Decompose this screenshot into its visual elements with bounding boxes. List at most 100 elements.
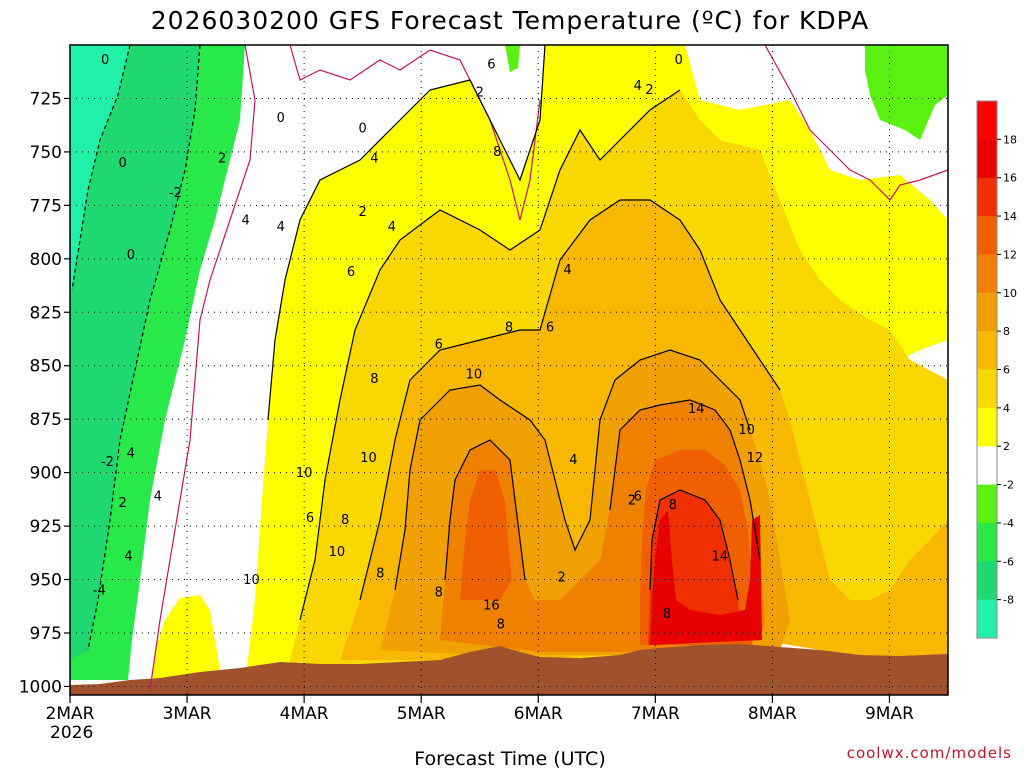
colorbar-label-12: -8	[1003, 594, 1014, 607]
colorbar-label-9: -2	[1003, 479, 1014, 492]
contour-label-22: 8	[370, 372, 378, 387]
contour-label-46: 2	[558, 571, 566, 586]
contour-label-41: 10	[243, 573, 260, 588]
contour-label-20: 0	[675, 53, 683, 68]
contour-line-10	[444, 439, 526, 581]
x-tick-label-2: 4MAR	[280, 704, 329, 724]
contour-label-8: 2	[218, 152, 226, 167]
colorbar-label-5: 8	[1003, 325, 1010, 338]
colorbar-swatch-2	[977, 177, 997, 217]
colorbar-label-4: 10	[1003, 287, 1017, 300]
contour-line-0-west	[149, 45, 256, 691]
colorbar-swatch-12	[977, 561, 997, 601]
contour-label-38: 4	[154, 489, 162, 504]
colorbar-swatch-8	[977, 407, 997, 447]
y-tick-label-11: 1000	[19, 677, 62, 697]
contour-label-12: 4	[388, 220, 396, 235]
contour-label-15: 2	[476, 85, 484, 100]
fill-band-16to18	[650, 510, 762, 645]
contour-label-25: 4	[563, 263, 571, 278]
colorbar-label-3: 12	[1003, 248, 1017, 261]
contour-label-30: 2	[628, 494, 636, 509]
x-year-label: 2026	[50, 723, 93, 743]
colorbar-swatch-5	[977, 292, 997, 332]
contour-label-44: 16	[483, 598, 500, 613]
y-tick-label-9: 950	[30, 571, 62, 591]
colorbar-swatch-3	[977, 216, 997, 255]
fill-band-topright-cold	[865, 45, 948, 140]
colorbar-label-7: 4	[1003, 402, 1010, 415]
contour-line-minus4	[71, 45, 131, 291]
contour-label-31: 4	[569, 453, 577, 468]
contour-label-24: 8	[505, 321, 513, 336]
y-tick-label-7: 900	[30, 464, 62, 484]
contour-label-6: 0	[277, 111, 285, 126]
colorbar-swatch-7	[977, 369, 997, 409]
contour-label-50: 8	[669, 498, 677, 513]
contour-line-minus2	[87, 45, 201, 651]
fill-band-12to14	[460, 470, 512, 600]
contour-line-0-east	[289, 45, 541, 221]
fill-band-minus6	[70, 45, 200, 660]
contour-label-35: 10	[329, 545, 346, 560]
colorbar-label-11: -6	[1003, 555, 1014, 568]
y-tick-label-2: 775	[30, 196, 62, 216]
x-tick-label-0: 2MAR	[46, 704, 95, 724]
contour-line-10-east	[609, 399, 761, 561]
contour-label-3: 0	[127, 248, 135, 263]
plot-frame	[69, 44, 949, 696]
contour-label-32: 10	[296, 466, 313, 481]
colorbar-label-2: 14	[1003, 210, 1017, 223]
contour-label-13: 4	[370, 152, 378, 167]
colorbar-swatch-0	[977, 101, 997, 140]
contour-label-18: 4	[634, 79, 642, 94]
contour-label-37: 4	[127, 447, 135, 462]
contour-label-33: 10	[360, 451, 377, 466]
fill-band-top-mid-cold	[505, 45, 520, 72]
contour-label-5: -4	[93, 584, 106, 599]
contour-line-2	[267, 45, 546, 421]
y-tick-label-5: 850	[30, 357, 62, 377]
contour-line-14	[649, 489, 739, 601]
colorbar-label-10: -4	[1003, 517, 1014, 530]
y-tick-label-10: 975	[30, 624, 62, 644]
contour-label-47: 6	[634, 489, 642, 504]
colorbar-swatch-1	[977, 139, 997, 179]
contour-label-42: 8	[376, 566, 384, 581]
x-axis-title: Forecast Time (UTC)	[414, 748, 605, 768]
y-axis: 725 750 775 800 825 850 875 900 925 950 975 1000	[19, 89, 70, 697]
x-tick-label-4: 6MAR	[514, 704, 563, 724]
y-tick-label-8: 925	[30, 517, 62, 537]
contour-label-0: 0	[101, 53, 109, 68]
y-tick-label-6: 875	[30, 410, 62, 430]
contour-label-39: 2	[119, 496, 127, 511]
credit-link[interactable]: coolwx.com/models	[847, 744, 1012, 762]
contour-label-43: 8	[435, 586, 443, 601]
fill-band-minus8	[70, 45, 130, 300]
colorbar-label-8: 2	[1003, 440, 1010, 453]
x-tick-label-7: 9MAR	[865, 704, 914, 724]
contour-label-27: 10	[738, 423, 755, 438]
contour-label-23: 10	[466, 368, 483, 383]
contour-label-34: 8	[341, 513, 349, 528]
contour-label-26: 6	[546, 321, 554, 336]
chart-title: 2026030200 GFS Forecast Temperature (ºC)…	[151, 6, 869, 35]
x-axis: 2MAR 3MAR 4MAR 5MAR 6MAR 7MAR 8MAR 9MAR	[46, 695, 914, 724]
contour-label-2: 0	[119, 156, 127, 171]
y-tick-label-0: 725	[30, 89, 62, 109]
colorbar-label-0: 18	[1003, 133, 1017, 146]
grid-lines	[70, 45, 948, 695]
contour-line-0-right	[764, 45, 948, 201]
contour-line-4	[299, 89, 681, 621]
colorbar: 18 16 14 12 10 8 6 4 2 -2 -4 -6 -8	[976, 100, 1017, 639]
y-tick-label-3: 800	[30, 250, 62, 270]
contour-label-21: 6	[435, 338, 443, 353]
x-tick-label-6: 8MAR	[748, 704, 797, 724]
contour-label-28: 12	[747, 451, 764, 466]
colorbar-swatch-4	[977, 254, 997, 294]
colorbar-swatch-6	[977, 331, 997, 370]
terrain-fill	[70, 644, 948, 695]
contour-label-17: 8	[493, 145, 501, 160]
